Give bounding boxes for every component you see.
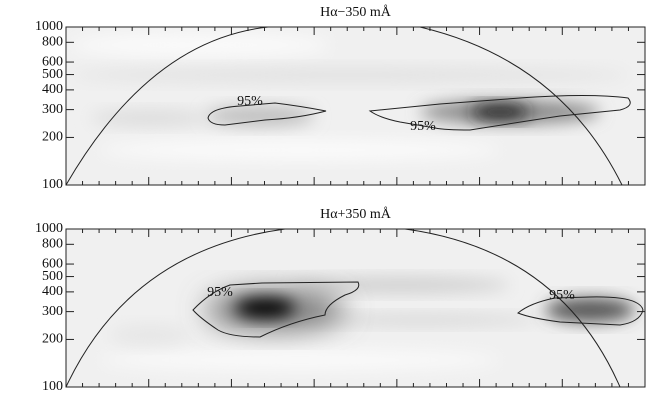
y-tick-label: 600 [42, 256, 63, 271]
y-tick-label: 400 [42, 82, 63, 97]
contour-label: 95% [410, 119, 436, 134]
y-tick-label: 600 [42, 54, 63, 69]
y-tick-label: 800 [42, 35, 63, 50]
y-tick-label: 800 [42, 237, 63, 252]
heatmap [66, 27, 645, 185]
panel-title: Hα+350 mÅ [320, 206, 392, 222]
y-tick-label: 100 [42, 379, 63, 394]
plot-frame [65, 228, 646, 388]
contour [192, 281, 360, 338]
y-tick-label: 1000 [35, 221, 63, 236]
y-tick-label: 1000 [35, 19, 63, 34]
y-tick-label: 500 [42, 269, 63, 284]
contour-label: 95% [549, 288, 575, 303]
y-tick-label: 100 [42, 177, 63, 192]
y-tick-label: 200 [42, 130, 63, 145]
panel-title: Hα−350 mÅ [320, 4, 392, 20]
cone-of-influence [66, 27, 623, 185]
contour-label: 95% [237, 94, 263, 109]
heatmap [66, 229, 645, 387]
contour [517, 296, 644, 326]
y-tick-label: 200 [42, 332, 63, 347]
plot-frame [65, 26, 646, 186]
cone-of-influence [66, 229, 621, 387]
contour [207, 102, 327, 126]
y-tick-label: 500 [42, 67, 63, 82]
y-tick-label: 400 [42, 284, 63, 299]
contour-label: 95% [207, 285, 233, 300]
y-tick-label: 300 [42, 304, 63, 319]
y-tick-label: 300 [42, 102, 63, 117]
contour [368, 95, 631, 131]
